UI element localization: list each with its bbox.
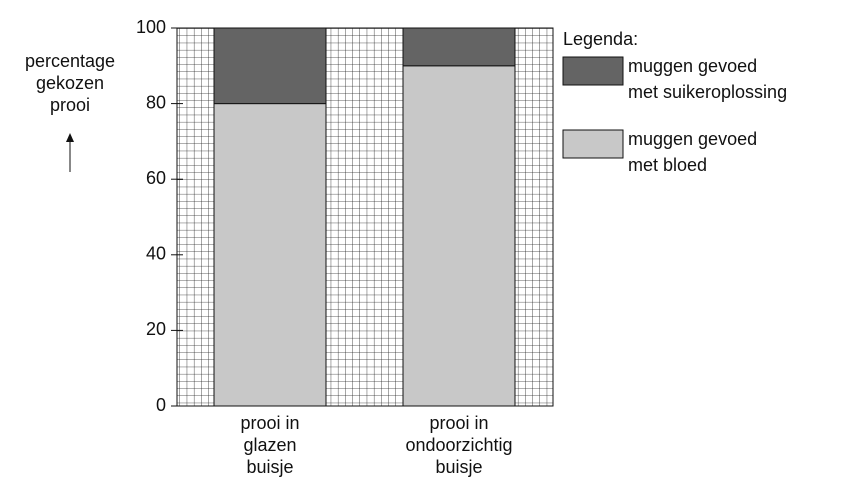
y-tick-label: 20 [146,319,166,339]
x-tick-label: glazen [243,435,296,455]
legend-title: Legenda: [563,29,638,49]
legend-swatch [562,129,624,159]
legend-label: met bloed [628,155,707,175]
legend-label: muggen gevoed [628,129,757,149]
legend-label: muggen gevoed [628,56,757,76]
y-axis-label: percentage [25,51,115,71]
y-tick-label: 0 [156,395,166,415]
y-tick-label: 60 [146,168,166,188]
legend-label: met suikeroplossing [628,82,787,102]
bar-segment [213,27,327,105]
y-tick-label: 100 [136,17,166,37]
y-tick-label: 80 [146,92,166,112]
y-tick-label: 40 [146,244,166,264]
x-tick-label: buisje [246,457,293,477]
x-tick-label: prooi in [429,413,488,433]
bar-segment [402,65,516,407]
x-tick-label: ondoorzichtig [405,435,512,455]
x-tick-label: buisje [435,457,482,477]
bar-segment [213,103,327,407]
y-axis-label: gekozen [36,73,104,93]
bar-segment [402,27,516,67]
legend-swatch [562,56,624,86]
x-tick-label: prooi in [240,413,299,433]
y-axis-label: prooi [50,95,90,115]
axis-arrow-head [66,133,74,142]
